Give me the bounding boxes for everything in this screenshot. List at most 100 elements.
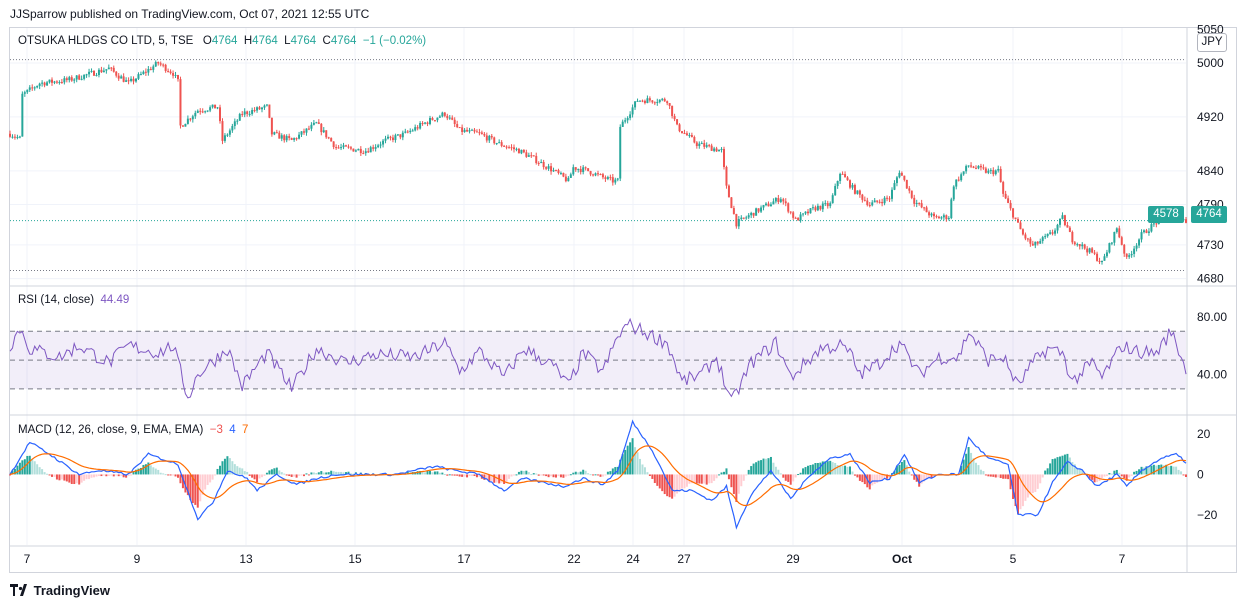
- x-tick-label: 29: [786, 552, 800, 566]
- candle-body: [742, 217, 745, 219]
- macd-histogram-bar: [458, 474, 461, 477]
- candle-body: [530, 155, 533, 157]
- macd-histogram-bar: [16, 465, 19, 475]
- candle-body: [873, 200, 876, 203]
- candle-body: [839, 173, 842, 182]
- candle-body: [933, 213, 935, 217]
- candle-body: [488, 135, 491, 141]
- macd-histogram-bar: [1073, 464, 1076, 475]
- candle-body: [809, 208, 812, 214]
- candle-body: [364, 151, 367, 154]
- low-label: L: [284, 35, 291, 47]
- macd-histogram-bar: [226, 456, 229, 475]
- x-tick-label: 7: [1119, 552, 1126, 566]
- candle-body: [332, 141, 335, 148]
- macd-histogram-bar: [159, 472, 162, 475]
- macd-histogram-bar: [824, 461, 827, 475]
- macd-histogram-bar: [967, 447, 970, 475]
- candle-body: [572, 167, 575, 175]
- chart-frame[interactable]: [9, 27, 1237, 573]
- candle-body: [898, 172, 901, 178]
- candle-body: [258, 107, 261, 110]
- candle-body: [112, 67, 115, 72]
- macd-histogram-bar: [144, 464, 147, 475]
- candle-body: [270, 117, 273, 135]
- macd-name[interactable]: MACD (12, 26, close, 9, EMA, EMA): [18, 424, 204, 436]
- macd-histogram-bar: [238, 467, 241, 475]
- price-tick-label: 4730: [1197, 238, 1224, 252]
- candle-body: [11, 136, 14, 138]
- x-tick-label: 27: [677, 552, 691, 566]
- candle-body: [55, 81, 58, 83]
- macd-histogram-bar: [1135, 470, 1138, 475]
- macd-histogram-bar: [898, 464, 901, 475]
- macd-histogram-bar: [1110, 473, 1113, 475]
- candle-body: [60, 82, 63, 84]
- candle-body: [708, 145, 711, 147]
- x-tick-label: 17: [457, 552, 471, 566]
- candle-body: [881, 202, 884, 204]
- macd-histogram-bar: [83, 474, 86, 481]
- candle-body: [1076, 244, 1079, 246]
- currency-badge[interactable]: JPY: [1197, 33, 1227, 52]
- candle-body: [876, 200, 879, 202]
- rsi-name[interactable]: RSI (14, close): [18, 294, 95, 306]
- macd-histogram-bar: [537, 474, 540, 476]
- macd-histogram-bar: [216, 468, 219, 475]
- rsi-value: 44.49: [100, 294, 130, 306]
- macd-histogram-bar: [55, 474, 58, 480]
- macd-histogram-bar: [63, 474, 66, 481]
- price-tag-left: 4578: [1148, 206, 1184, 223]
- macd-histogram-bar: [490, 474, 493, 481]
- candle-body: [51, 79, 53, 83]
- macd-histogram-bar: [713, 474, 716, 481]
- macd-histogram-bar: [1017, 474, 1019, 514]
- macd-histogram-bar: [740, 474, 743, 487]
- candle-body: [1041, 237, 1044, 241]
- macd-histogram-bar: [263, 474, 266, 476]
- candle-body: [982, 167, 985, 169]
- macd-histogram-bar: [280, 472, 283, 475]
- candle-body: [928, 212, 931, 216]
- macd-histogram-bar: [283, 473, 286, 475]
- macd-histogram-bar: [204, 474, 207, 490]
- candle-body: [268, 104, 271, 118]
- tradingview-footer[interactable]: TradingView: [10, 583, 110, 599]
- candle-body: [569, 174, 572, 178]
- candle-body: [1059, 218, 1061, 225]
- candle-body: [814, 207, 817, 211]
- candle-body: [409, 130, 412, 133]
- candle-body: [658, 99, 661, 102]
- candle-body: [21, 93, 24, 137]
- candle-body: [404, 131, 407, 133]
- macd-histogram-bar: [246, 471, 249, 475]
- candle-body: [1143, 230, 1145, 233]
- candle-body: [320, 123, 323, 133]
- candle-body: [357, 148, 360, 151]
- macd-histogram-bar: [258, 474, 261, 479]
- symbol-label[interactable]: OTSUKA HLDGS CO LTD, 5, TSE: [18, 35, 194, 47]
- candle-body: [414, 127, 417, 131]
- macd-histogram-bar: [1128, 474, 1131, 478]
- candle-body: [577, 168, 580, 170]
- macd-histogram-bar: [564, 474, 567, 477]
- candle-body: [703, 143, 706, 147]
- macd-histogram-bar: [760, 460, 763, 475]
- candle-body: [248, 113, 251, 115]
- macd-histogram-bar: [325, 472, 328, 475]
- macd-histogram-bar: [923, 474, 926, 482]
- macd-histogram-bar: [330, 470, 333, 475]
- macd-histogram-bar: [695, 474, 698, 484]
- macd-histogram-bar: [552, 474, 555, 478]
- candle-body: [765, 203, 767, 206]
- macd-histogram-bar: [268, 470, 271, 475]
- macd-histogram-bar: [782, 474, 785, 478]
- macd-histogram-bar: [31, 458, 34, 475]
- macd-histogram-bar: [1041, 474, 1044, 478]
- candle-body: [962, 171, 965, 175]
- price-tick-label: 4680: [1197, 272, 1224, 286]
- candle-body: [493, 137, 496, 144]
- macd-line-value: 4: [229, 424, 236, 436]
- candle-body: [144, 71, 147, 73]
